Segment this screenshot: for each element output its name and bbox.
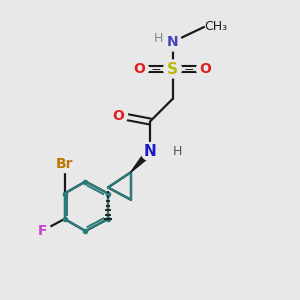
Circle shape xyxy=(196,60,214,78)
Text: CH₃: CH₃ xyxy=(204,20,227,34)
Circle shape xyxy=(56,154,74,172)
Text: N: N xyxy=(167,35,178,49)
Text: N: N xyxy=(144,144,156,159)
Text: O: O xyxy=(112,109,124,122)
Text: H: H xyxy=(153,32,163,46)
Text: F: F xyxy=(37,224,47,238)
Text: O: O xyxy=(134,62,146,76)
Text: O: O xyxy=(200,62,211,76)
Text: Br: Br xyxy=(56,157,73,170)
Circle shape xyxy=(141,142,159,160)
Circle shape xyxy=(130,60,148,78)
Text: =: = xyxy=(184,61,194,75)
Text: =: = xyxy=(151,61,161,75)
Text: S: S xyxy=(167,61,178,76)
Text: H: H xyxy=(172,145,182,158)
Circle shape xyxy=(110,106,128,124)
Polygon shape xyxy=(130,149,153,172)
Circle shape xyxy=(33,222,51,240)
Circle shape xyxy=(164,60,181,78)
Circle shape xyxy=(164,33,181,51)
